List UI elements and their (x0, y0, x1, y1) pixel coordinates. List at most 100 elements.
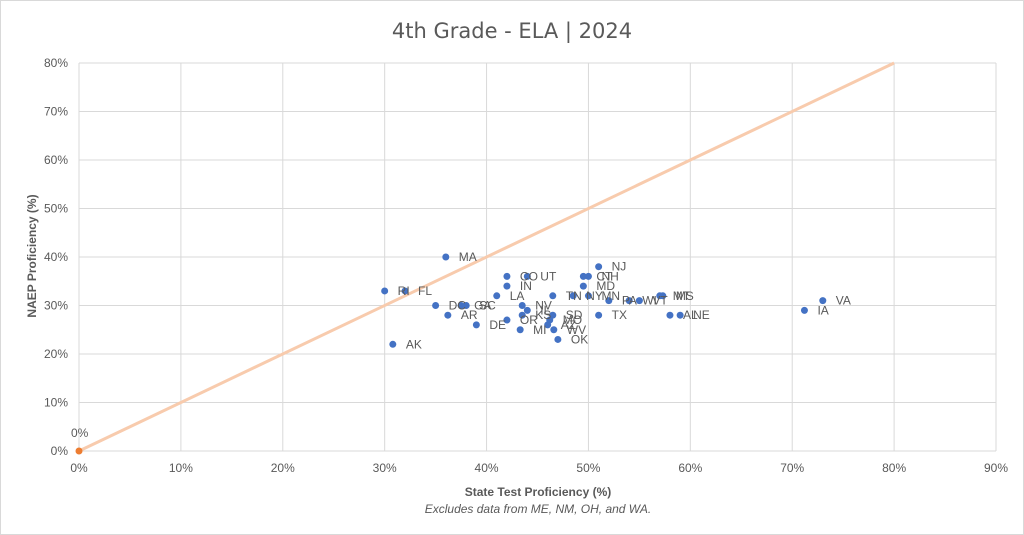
y-tick-label: 50% (44, 202, 68, 216)
data-label: VA (836, 294, 851, 308)
x-tick-label: 60% (678, 461, 702, 475)
data-point (554, 335, 562, 343)
data-label: MT (673, 289, 691, 303)
grid-lines (78, 62, 997, 452)
data-label: DE (489, 318, 506, 332)
data-label: MS (676, 289, 694, 303)
data-point (579, 272, 587, 280)
data-point (75, 447, 83, 455)
data-point (472, 321, 480, 329)
data-label: AL (683, 308, 698, 322)
data-label: MA (459, 250, 477, 264)
data-label: NE (693, 308, 710, 322)
data-label: MI (533, 323, 546, 337)
y-tick-label: 10% (44, 396, 68, 410)
data-label: NV (535, 299, 552, 313)
data-point (584, 272, 592, 280)
data-label: IN (520, 279, 532, 293)
data-point (442, 253, 450, 261)
data-point (493, 292, 501, 300)
data-point (518, 311, 526, 319)
y-tick-label: 30% (44, 299, 68, 313)
data-label: PA (622, 294, 637, 308)
tick-labels: 0% 10% 20% 30% 40% 50% 60% 70% 80% 90% 0% 10% 20% 30%… (44, 56, 1008, 475)
x-axis-label: State Test Proficiency (%) (465, 485, 611, 499)
data-point (544, 321, 552, 329)
data-point (549, 292, 557, 300)
x-tick-label: 70% (780, 461, 804, 475)
y-axis-label: NAEP Proficiency (%) (25, 194, 39, 317)
data-label: UT (540, 269, 557, 283)
data-point (503, 272, 511, 280)
data-label: TX (612, 308, 627, 322)
x-tick-label: 90% (984, 461, 1008, 475)
data-point (503, 316, 511, 324)
data-point (457, 302, 465, 309)
data-label: VT (652, 294, 668, 308)
data-label: CT (596, 269, 613, 283)
x-tick-label: 10% (169, 461, 193, 475)
data-label: NJ (612, 260, 627, 274)
data-label: NY (586, 289, 603, 303)
data-point (503, 282, 511, 290)
data-point (579, 282, 587, 290)
data-label: OK (571, 332, 588, 346)
data-point (595, 263, 603, 271)
data-label: CO (520, 269, 538, 283)
data-point (389, 340, 397, 348)
data-point (381, 287, 389, 295)
data-label: DC (449, 299, 467, 313)
data-label: SD (566, 308, 583, 322)
data-point (518, 302, 526, 309)
reference-line-layer (78, 61, 895, 453)
data-label: FL (418, 284, 432, 298)
data-label: AZ (561, 318, 576, 332)
data-label: TN (566, 289, 582, 303)
data-point (462, 302, 470, 309)
data-point (800, 306, 808, 314)
data-label: AR (461, 308, 478, 322)
data-point (569, 292, 577, 300)
data-label: IL (540, 303, 550, 317)
data-label: LA (510, 289, 525, 303)
chart-note: Excludes data from ME, NM, OH, and WA. (425, 502, 652, 516)
data-point (635, 297, 643, 305)
data-label: MO (563, 313, 582, 327)
data-point (625, 297, 633, 305)
x-tick-label: 0% (70, 461, 88, 475)
data-point (595, 311, 603, 319)
y-tick-label: 70% (44, 105, 68, 119)
y-tick-label: 0% (51, 444, 69, 458)
reference-line (78, 61, 895, 453)
data-label: MD (596, 279, 615, 293)
data-label: MN (601, 289, 620, 303)
data-label: OR (520, 313, 538, 327)
data-point (676, 311, 684, 319)
data-label: IA (817, 303, 828, 317)
x-tick-label: 40% (475, 461, 499, 475)
data-label: WI (642, 294, 657, 308)
y-tick-label: 40% (44, 250, 68, 264)
x-tick-label: 50% (576, 461, 600, 475)
y-tick-label: 20% (44, 347, 68, 361)
data-label: SC (479, 299, 496, 313)
data-point (432, 302, 440, 309)
data-point (550, 326, 558, 334)
data-point (401, 287, 409, 295)
data-label: KS (535, 308, 551, 322)
y-tick-label: 80% (44, 56, 68, 70)
chart-title: 4th Grade - ELA | 2024 (392, 19, 632, 44)
data-label: WV (567, 323, 586, 337)
data-point (584, 292, 592, 300)
data-point (819, 297, 827, 305)
x-tick-label: 20% (271, 461, 295, 475)
data-point (444, 311, 452, 319)
data-point (523, 272, 531, 280)
x-tick-label: 80% (882, 461, 906, 475)
data-point (523, 306, 531, 314)
data-label: AK (406, 337, 422, 351)
data-label: 0% (71, 426, 89, 440)
data-label: RI (398, 284, 410, 298)
data-point (516, 326, 524, 334)
